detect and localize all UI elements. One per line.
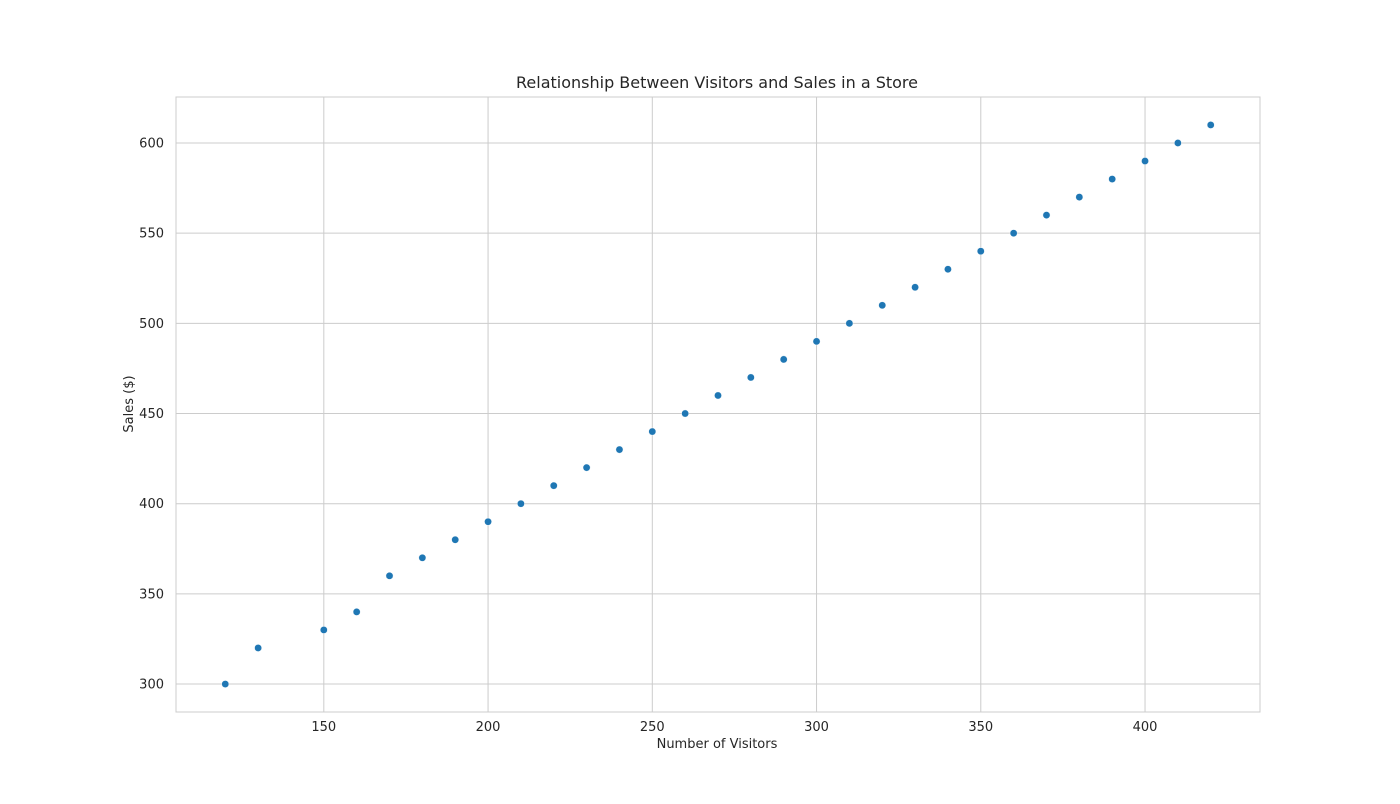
data-point	[615, 445, 624, 454]
data-point	[221, 680, 230, 688]
data-point	[1042, 211, 1051, 219]
x-tick-label: 200	[476, 720, 501, 735]
y-axis-label: Sales ($)	[122, 375, 137, 432]
y-tick-label: 600	[139, 136, 164, 151]
x-axis-ticks: 150 200 250 300 350 400	[311, 720, 1157, 735]
data-point	[1174, 139, 1182, 147]
data-point	[582, 463, 591, 472]
data-point	[1141, 157, 1149, 165]
y-axis-ticks: 300 350 400 450 500 550 600	[139, 136, 164, 692]
data-point	[418, 553, 427, 562]
data-point	[320, 626, 328, 634]
y-tick-label: 500	[139, 317, 164, 332]
y-tick-label: 400	[139, 497, 164, 512]
data-point	[1075, 193, 1084, 201]
data-point	[352, 608, 361, 616]
x-tick-label: 400	[1133, 720, 1158, 735]
data-point	[779, 355, 788, 364]
data-point	[1206, 121, 1215, 129]
y-tick-label: 450	[139, 407, 164, 422]
data-point	[549, 481, 558, 490]
data-point	[944, 265, 952, 274]
data-point	[714, 391, 722, 400]
data-point	[1009, 229, 1018, 237]
data-point	[681, 409, 689, 418]
data-point	[517, 499, 525, 508]
data-point	[254, 644, 262, 652]
chart-title: Relationship Between Visitors and Sales …	[516, 73, 918, 92]
x-tick-label: 300	[804, 720, 829, 735]
data-point	[648, 427, 657, 436]
x-tick-label: 150	[311, 720, 336, 735]
data-point	[385, 572, 394, 580]
data-point	[747, 373, 755, 382]
data-point	[911, 283, 919, 292]
data-point	[1108, 175, 1116, 183]
data-point	[878, 301, 887, 310]
data-points	[221, 121, 1215, 688]
x-axis-label: Number of Visitors	[657, 737, 778, 752]
x-tick-label: 250	[640, 720, 665, 735]
data-point	[451, 535, 460, 544]
data-point	[484, 517, 492, 526]
x-tick-label: 350	[968, 720, 993, 735]
y-tick-label: 550	[139, 227, 164, 242]
plot-frame	[175, 96, 1261, 713]
grid-lines	[176, 97, 1260, 712]
data-point	[976, 247, 985, 256]
data-point	[845, 319, 854, 328]
y-tick-label: 350	[139, 587, 164, 602]
data-point	[812, 337, 821, 346]
y-tick-label: 300	[139, 678, 164, 693]
